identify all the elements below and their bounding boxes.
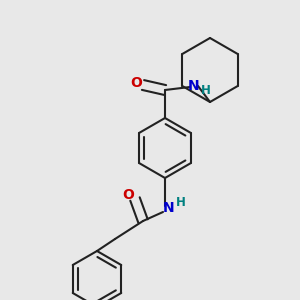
Text: H: H bbox=[201, 83, 211, 97]
Text: O: O bbox=[122, 188, 134, 202]
Text: N: N bbox=[188, 79, 200, 93]
Text: N: N bbox=[163, 201, 175, 215]
Text: O: O bbox=[130, 76, 142, 90]
Text: H: H bbox=[176, 196, 186, 209]
